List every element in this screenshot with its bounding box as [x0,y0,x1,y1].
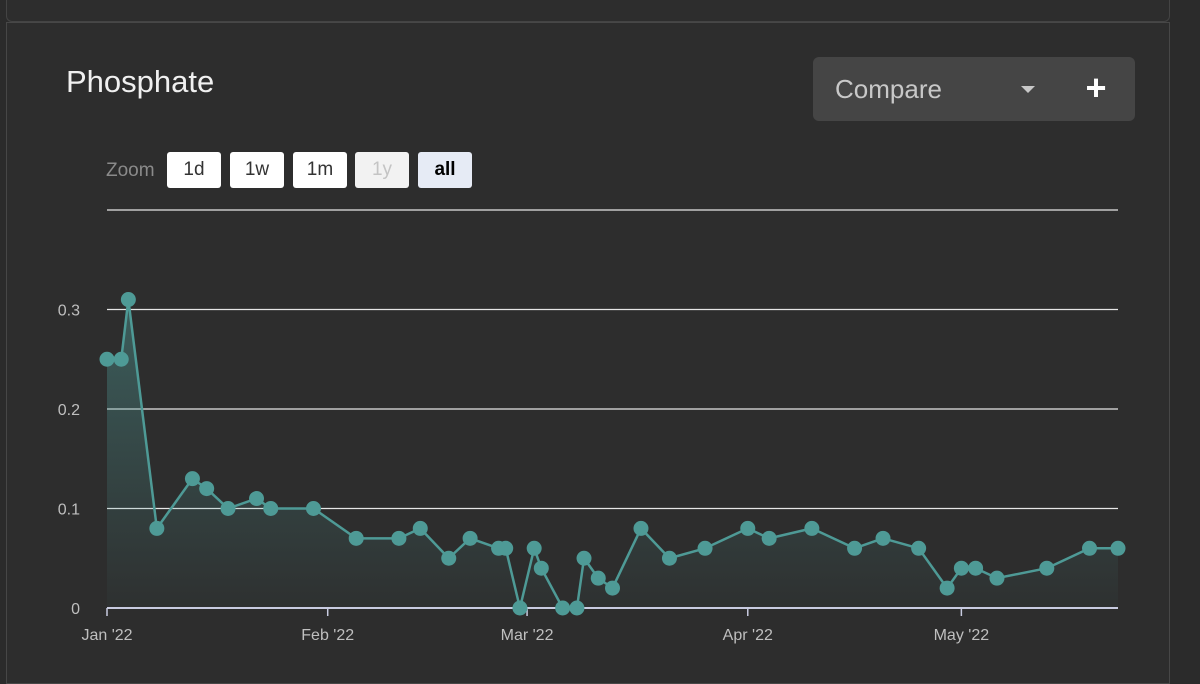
data-point [761,530,777,546]
data-point [576,550,592,566]
data-point [569,600,585,616]
series-area [107,299,1118,608]
x-tick-label: May '22 [934,627,990,644]
compare-select[interactable]: Compare + [813,57,1135,121]
data-point [590,570,606,586]
data-point [661,550,677,566]
data-point [498,540,514,556]
data-point [263,501,279,516]
data-point [804,520,820,536]
data-point [526,540,542,556]
data-point [555,600,571,616]
data-point [412,520,428,536]
data-point [220,501,236,516]
zoom-1m-button[interactable]: 1m [293,152,347,188]
data-point [989,570,1005,586]
data-point [512,600,528,616]
x-tick-label: Apr '22 [723,627,773,644]
data-point [184,471,200,487]
previous-card [6,0,1170,22]
zoom-1w-button[interactable]: 1w [230,152,284,188]
chart-title: Phosphate [66,64,215,99]
data-point [1039,560,1055,576]
data-point [249,491,265,507]
data-point [441,550,457,566]
zoom-all-button[interactable]: all [418,152,472,188]
data-point [875,530,891,546]
data-point [939,580,955,596]
add-icon[interactable]: + [1085,67,1107,108]
data-point [149,520,165,536]
data-point [697,540,713,556]
data-point [348,530,364,546]
zoom-1y-button: 1y [355,152,409,188]
data-point [740,520,756,536]
x-tick-label: Feb '22 [301,627,354,644]
data-point [605,580,620,596]
data-point [968,560,984,576]
data-point [99,351,115,367]
data-point [1110,540,1126,556]
zoom-1d-button[interactable]: 1d [167,152,221,188]
data-point [847,540,863,556]
caret-down-icon[interactable] [1021,86,1035,93]
data-point [533,560,549,576]
data-point [462,530,478,546]
data-point [633,520,649,536]
y-tick-label: 0.3 [58,303,80,320]
data-point [911,540,927,556]
x-tick-label: Mar '22 [501,627,554,644]
data-point [113,351,129,367]
data-point [391,530,407,546]
data-point [305,501,321,516]
data-point [199,481,215,497]
compare-label: Compare [835,74,942,104]
phosphate-chart: 0 0.1 0.2 0.3 Jan '22 Feb '22 Mar '22 Apr '22 Ma… [58,209,1126,644]
data-point [953,560,969,576]
y-tick-label: 0.2 [58,402,80,419]
data-point [120,292,136,308]
data-point [1082,540,1098,556]
y-tick-label: 0.1 [58,502,80,519]
zoom-label: Zoom [106,160,155,181]
x-tick-label: Jan '22 [81,627,132,644]
y-tick-label: 0 [71,601,80,618]
